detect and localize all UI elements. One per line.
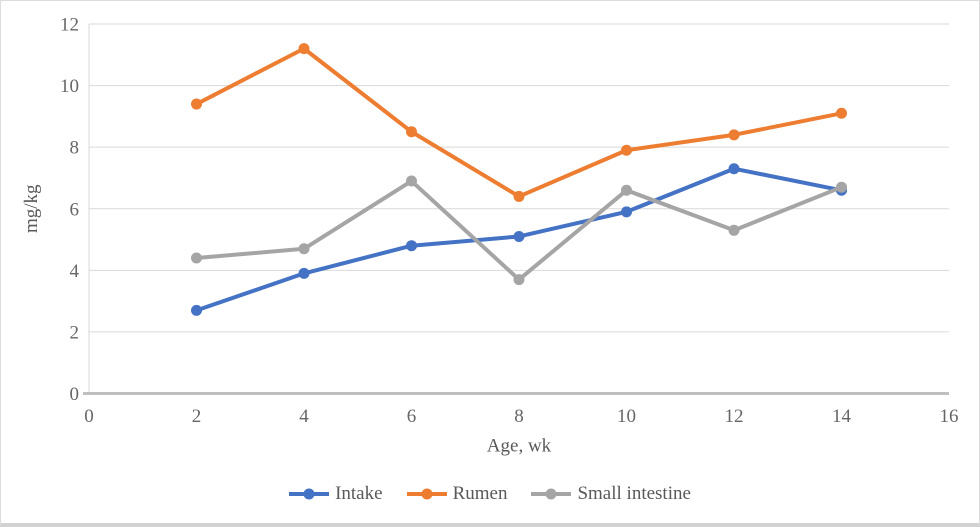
data-point-rumen-wk12 [728,129,740,141]
legend-label-rumen: Rumen [452,483,508,504]
legend-line-marker-small-intestine [531,488,572,500]
legend-line-marker-rumen [406,488,447,500]
data-point-small-intestine-wk6 [406,175,417,187]
legend-item-rumen: Rumen [406,483,508,505]
legend-line-marker-intake [289,488,330,500]
x-tick-label-14: 14 [832,406,852,427]
data-point-intake-wk10 [621,206,632,218]
legend-label-intake: Intake [335,483,383,504]
data-point-rumen-wk14 [836,107,847,119]
y-tick-label-6: 6 [70,199,80,220]
x-tick-label-8: 8 [514,406,524,427]
data-point-rumen-wk2 [191,98,202,110]
data-point-rumen-wk10 [621,144,632,156]
line-chart-svg: 0 2 4 6 8 10 12 14 16 0 2 4 6 8 10 12 Age, wk mg/kg [21,15,959,457]
data-point-intake-wk12 [728,163,740,175]
x-tick-label-2: 2 [192,406,202,427]
chart-legend: Intake Rumen Small intestine [1,483,979,505]
y-tick-label-8: 8 [70,138,80,159]
data-point-intake-wk4 [298,267,310,279]
data-point-rumen-wk8 [513,190,525,202]
data-point-small-intestine-wk14 [836,181,847,193]
legend-item-intake: Intake [289,483,383,505]
data-point-rumen-wk4 [298,43,310,55]
x-axis-title: Age, wk [487,436,552,457]
y-tick-label-12: 12 [60,15,79,36]
y-tick-label-4: 4 [70,261,80,282]
x-tick-label-0: 0 [84,406,94,427]
data-point-small-intestine-wk10 [621,184,632,196]
y-axis-title: mg/kg [21,184,42,233]
data-point-small-intestine-wk12 [728,224,740,236]
series-line-rumen [194,46,844,199]
y-tick-label-2: 2 [70,322,80,343]
x-tick-label-4: 4 [299,406,309,427]
y-tick-label-0: 0 [70,384,80,405]
x-tick-label-12: 12 [725,406,744,427]
data-point-small-intestine-wk2 [191,252,202,264]
legend-item-small-intestine: Small intestine [531,483,691,505]
data-point-intake-wk8 [513,230,525,242]
data-point-small-intestine-wk4 [298,243,310,255]
data-point-intake-wk6 [406,240,417,252]
data-point-rumen-wk6 [406,126,417,138]
x-tick-label-6: 6 [407,406,417,427]
y-tick-label-10: 10 [60,76,79,97]
x-tick-label-16: 16 [940,406,959,427]
x-tick-label-10: 10 [617,406,636,427]
legend-label-small-intestine: Small intestine [577,483,691,504]
data-point-intake-wk2 [191,304,202,316]
data-point-small-intestine-wk8 [513,274,525,286]
